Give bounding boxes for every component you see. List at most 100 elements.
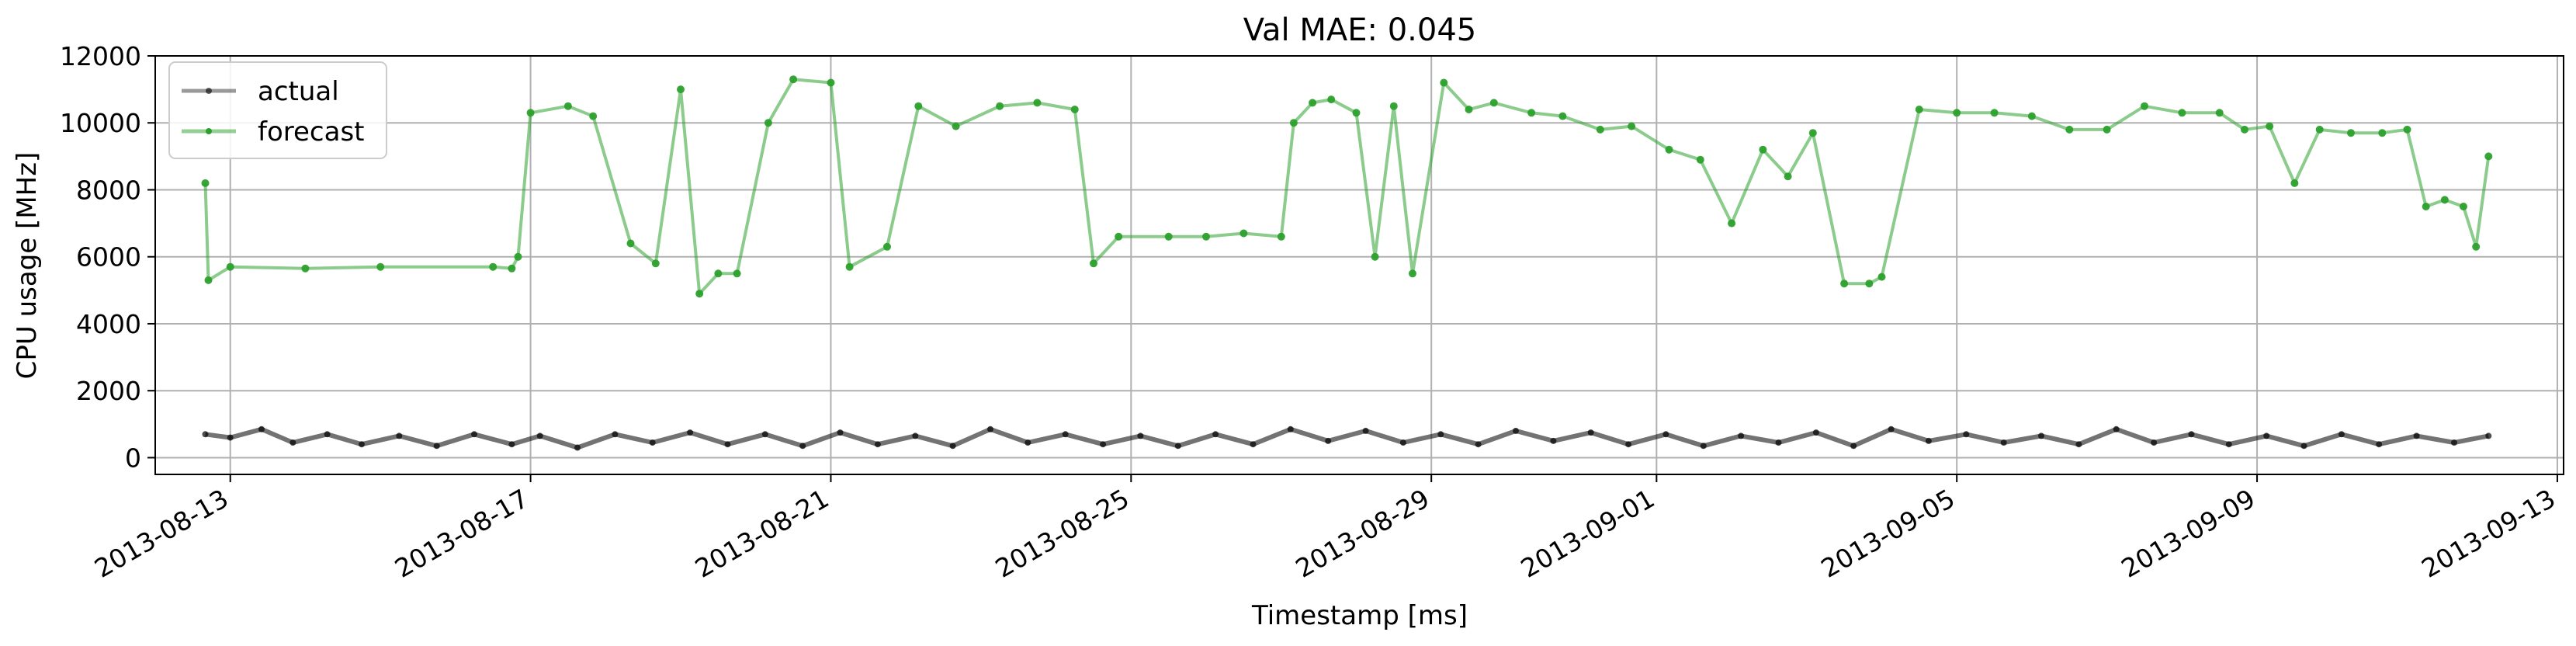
data-point-actual	[1100, 441, 1107, 448]
data-point-forecast	[695, 290, 704, 298]
data-point-actual	[2075, 441, 2082, 448]
data-point-actual	[1475, 441, 1482, 448]
data-point-actual	[2000, 439, 2007, 446]
data-point-actual	[1812, 429, 1819, 436]
data-point-forecast	[201, 179, 210, 187]
data-point-forecast	[2141, 102, 2148, 110]
data-point-actual	[1513, 427, 1519, 434]
data-point-forecast	[883, 242, 891, 251]
data-point-forecast	[789, 75, 798, 84]
data-point-actual	[1437, 431, 1444, 438]
data-point-actual	[471, 431, 477, 438]
data-point-forecast	[2422, 203, 2430, 210]
data-point-forecast	[204, 276, 213, 284]
data-point-forecast	[1665, 145, 1673, 154]
data-point-actual	[1137, 432, 1144, 439]
data-point-forecast	[1409, 269, 1416, 278]
data-point-forecast	[1389, 102, 1398, 110]
data-point-forecast	[1202, 232, 1210, 241]
data-point-forecast	[1090, 259, 1097, 268]
data-point-actual	[2451, 439, 2457, 446]
data-point-forecast	[1352, 109, 1361, 117]
data-point-actual	[1362, 427, 1369, 434]
x-axis-label: Timestamp [ms]	[1251, 600, 1468, 631]
data-point-forecast	[1527, 109, 1536, 117]
data-point-actual	[874, 441, 881, 448]
data-point-forecast	[952, 122, 960, 130]
data-point-actual	[258, 425, 265, 432]
data-point-forecast	[1327, 96, 1336, 104]
y-tick-label: 12000	[60, 41, 141, 71]
data-point-actual	[433, 443, 440, 450]
data-point-forecast	[1239, 229, 1248, 238]
data-point-forecast	[526, 109, 535, 117]
data-point-forecast	[376, 262, 385, 271]
data-point-actual	[2376, 441, 2383, 448]
data-point-actual	[2038, 432, 2044, 439]
data-point-actual	[2225, 441, 2232, 448]
data-point-actual	[227, 434, 234, 441]
data-point-actual	[1287, 425, 1294, 432]
data-point-forecast	[1465, 106, 1473, 113]
data-point-actual	[1250, 441, 1257, 448]
data-point-forecast	[1440, 78, 1448, 87]
data-point-forecast	[827, 78, 835, 87]
data-point-actual	[2113, 425, 2120, 432]
y-tick-label: 0	[125, 443, 141, 473]
data-point-forecast	[1309, 99, 1317, 107]
series-layer	[201, 75, 2493, 451]
data-point-actual	[724, 441, 731, 448]
data-point-actual	[574, 444, 581, 451]
y-tick-label: 10000	[60, 108, 141, 138]
data-point-forecast	[1915, 106, 1923, 113]
data-point-actual	[612, 431, 619, 438]
data-point-forecast	[2103, 125, 2111, 134]
legend-marker-actual	[206, 88, 212, 94]
legend-box	[168, 61, 387, 159]
data-point-forecast	[1628, 122, 1636, 130]
data-point-forecast	[2290, 179, 2299, 187]
data-point-forecast	[1033, 99, 1042, 107]
data-point-actual	[508, 441, 515, 448]
data-point-actual	[2413, 432, 2420, 439]
data-point-forecast	[733, 269, 741, 278]
data-point-forecast	[2266, 122, 2274, 130]
data-point-actual	[1625, 441, 1632, 448]
data-point-actual	[1662, 431, 1669, 438]
data-point-forecast	[714, 269, 723, 278]
legend-marker-forecast	[206, 128, 212, 134]
data-point-actual	[2338, 431, 2345, 438]
data-point-forecast	[764, 119, 772, 127]
data-point-forecast	[1865, 280, 1874, 288]
data-point-actual	[649, 439, 656, 446]
data-point-forecast	[2315, 125, 2324, 134]
data-point-forecast	[226, 262, 234, 271]
data-point-forecast	[1115, 232, 1123, 241]
data-point-forecast	[1696, 155, 1704, 164]
data-point-actual	[1888, 425, 1895, 432]
data-point-forecast	[589, 112, 598, 120]
data-point-forecast	[1558, 112, 1567, 120]
data-point-actual	[1738, 432, 1745, 439]
y-tick-label: 8000	[76, 175, 141, 205]
data-point-forecast	[2178, 109, 2186, 117]
data-point-forecast	[626, 239, 635, 248]
data-point-actual	[536, 432, 543, 439]
data-point-forecast	[2484, 152, 2493, 161]
data-point-forecast	[1759, 145, 1767, 154]
data-point-forecast	[508, 264, 516, 273]
data-point-actual	[1399, 439, 1406, 446]
data-point-forecast	[914, 102, 923, 110]
legend: actual forecast	[168, 61, 387, 159]
data-point-forecast	[301, 264, 310, 273]
data-point-actual	[1925, 437, 1932, 444]
data-point-actual	[912, 432, 919, 439]
data-point-forecast	[2215, 109, 2224, 117]
data-point-actual	[2485, 432, 2492, 439]
y-tick-label: 6000	[76, 242, 141, 273]
data-point-actual	[1025, 439, 1031, 446]
data-point-forecast	[1808, 129, 1817, 137]
data-point-forecast	[845, 262, 854, 271]
data-point-forecast	[1164, 232, 1173, 241]
